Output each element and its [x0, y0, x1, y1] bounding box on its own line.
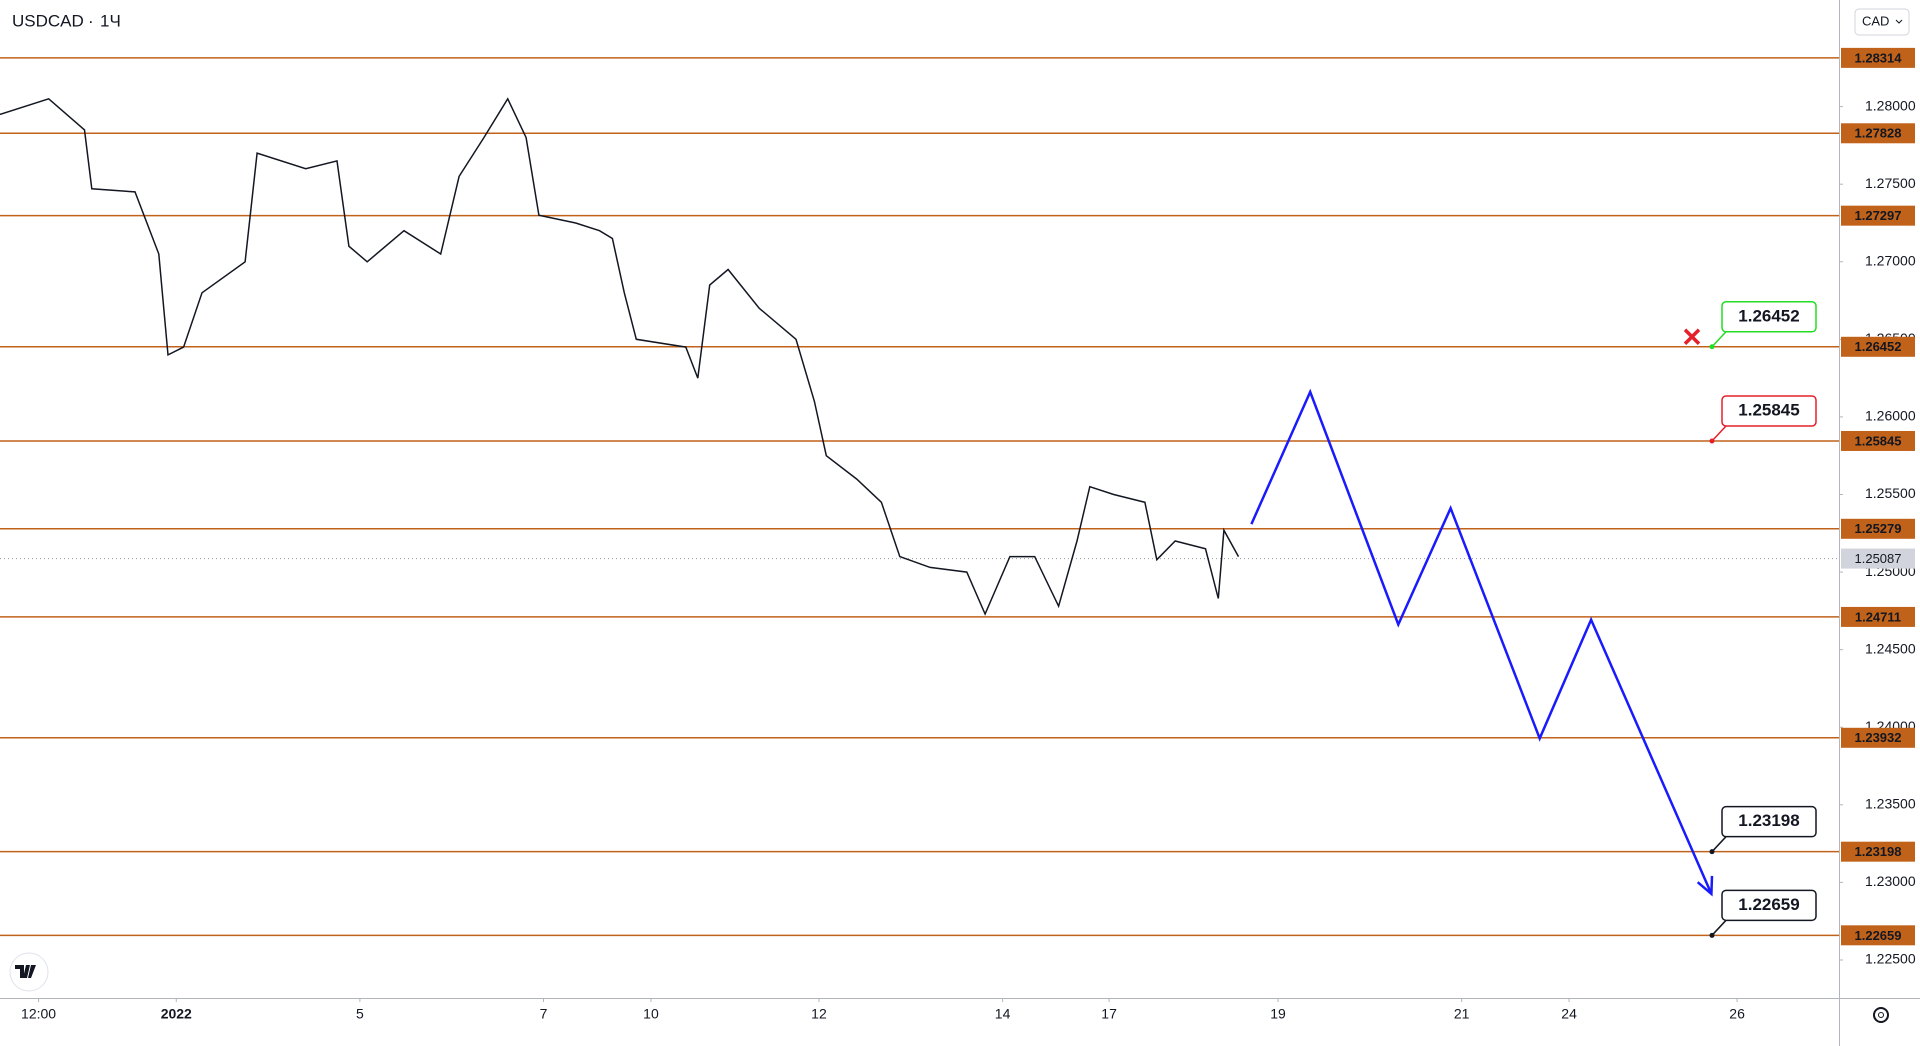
level-label-box [1841, 47, 1915, 68]
level-label: 1.28314 [1855, 50, 1903, 65]
cancel-marker [1683, 328, 1701, 346]
x-tick-label: 12 [811, 1006, 827, 1022]
level-label-box [1841, 518, 1915, 539]
level-label-box [1841, 727, 1915, 748]
level-label: 1.27828 [1855, 126, 1902, 141]
y-tick-label: 1.24500 [1865, 640, 1916, 656]
symbol: USDCAD [12, 11, 84, 30]
callout-pointer [1711, 836, 1727, 853]
callout-label: 1.26452 [1738, 306, 1799, 325]
callout-box [1721, 301, 1817, 333]
level-label-box [1841, 925, 1915, 946]
y-tick-label: 1.28000 [1865, 97, 1916, 113]
callout-box [1721, 805, 1817, 838]
currency-chevron [1895, 19, 1903, 24]
separator: · [88, 11, 94, 30]
level-label-box [1841, 430, 1915, 451]
level-label-box [1841, 841, 1915, 862]
interval: 1Ч [100, 11, 121, 30]
y-tick-label: 1.25500 [1865, 485, 1916, 501]
level-label: 1.23932 [1855, 730, 1902, 745]
x-tick-label: 2022 [161, 1006, 192, 1022]
y-tick-label: 1.22500 [1865, 951, 1916, 967]
logo-circle [9, 952, 49, 992]
level-label: 1.27297 [1855, 208, 1902, 223]
x-tick-label: 10 [643, 1006, 659, 1022]
current-price-box [1841, 548, 1915, 569]
current-price-label: 1.25087 [1855, 551, 1902, 566]
callout-anchor [1709, 344, 1715, 350]
callout-label: 1.23198 [1738, 811, 1799, 830]
currency-button[interactable] [1854, 8, 1910, 36]
x-tick-label: 17 [1101, 1006, 1117, 1022]
level-label: 1.22659 [1855, 928, 1902, 943]
projection-arrowhead [1696, 875, 1714, 897]
y-tick-label: 1.26000 [1865, 408, 1916, 424]
callout-box [1721, 395, 1817, 427]
callout-pointer [1711, 331, 1727, 348]
level-label-box [1841, 606, 1915, 627]
x-tick-label: 19 [1270, 1006, 1286, 1022]
y-tick-label: 1.23000 [1865, 873, 1916, 889]
callout-pointer [1711, 425, 1727, 442]
x-tick-label: 24 [1561, 1006, 1577, 1022]
x-tick-label: 21 [1454, 1006, 1470, 1022]
callout-anchor [1709, 932, 1715, 938]
y-tick-label: 1.23500 [1865, 796, 1916, 812]
x-tick-label: 5 [356, 1006, 364, 1022]
logo-mark [15, 965, 36, 978]
projection-path [1250, 388, 1713, 895]
x-tick-label: 14 [995, 1006, 1011, 1022]
gear-hub [1878, 1012, 1884, 1018]
level-label-box [1841, 336, 1915, 357]
level-label: 1.25845 [1855, 433, 1902, 448]
level-label: 1.26452 [1855, 339, 1902, 354]
x-tick-label: 26 [1729, 1006, 1745, 1022]
logo [9, 952, 49, 992]
gear[interactable] [1873, 1007, 1889, 1023]
y-tick-label: 1.27000 [1865, 252, 1916, 268]
price-line [0, 97, 1240, 616]
y-tick-label: 1.27500 [1865, 175, 1916, 191]
callout-pointer [1711, 919, 1727, 936]
callout-anchor [1709, 438, 1715, 444]
currency[interactable]: CAD [1862, 13, 1889, 28]
level-label: 1.25279 [1855, 521, 1902, 536]
level-label-box [1841, 123, 1915, 144]
callout-label: 1.25845 [1738, 400, 1799, 419]
level-label: 1.24711 [1855, 609, 1901, 624]
x-tick-label: 12:00 [21, 1006, 56, 1022]
callout-label: 1.22659 [1738, 895, 1799, 914]
level-label-box [1841, 205, 1915, 226]
x-tick-label: 7 [540, 1006, 548, 1022]
callout-box [1721, 889, 1817, 922]
callout-anchor [1709, 849, 1715, 855]
settings-icon[interactable] [1873, 1007, 1889, 1023]
level-label: 1.23198 [1855, 844, 1902, 859]
